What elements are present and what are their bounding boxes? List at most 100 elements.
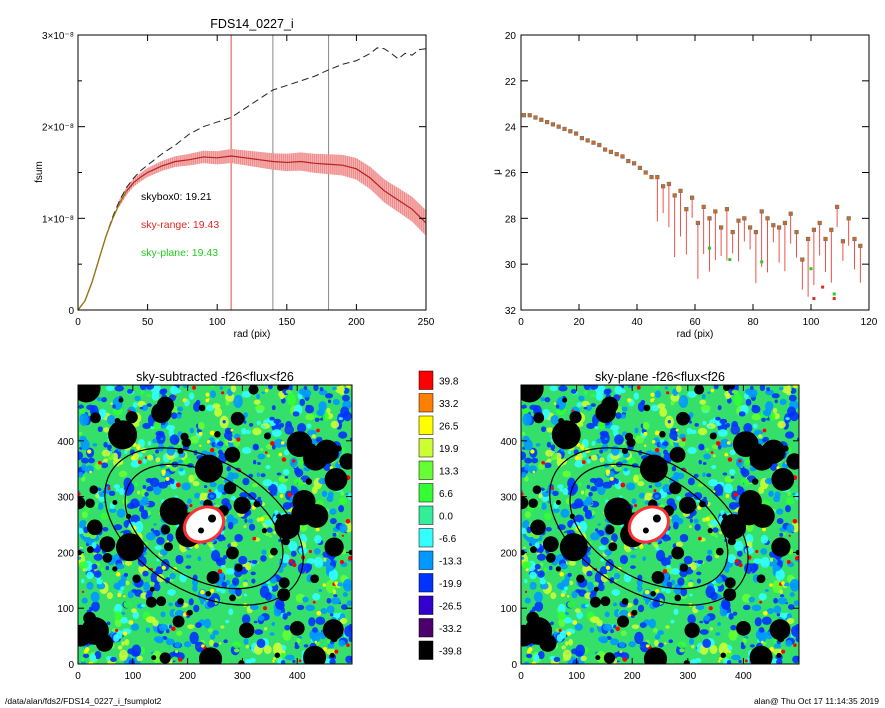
noise-blob (702, 420, 707, 426)
noise-blob (788, 394, 797, 402)
noise-blob (570, 502, 580, 510)
noise-blob (256, 638, 266, 649)
noise-blob (266, 527, 273, 533)
noise-blob (193, 604, 200, 613)
data-point (660, 184, 666, 189)
bright-pixel (733, 492, 739, 497)
data-point (637, 165, 642, 171)
noise-blob (264, 627, 268, 631)
noise-blob (244, 659, 252, 664)
noise-blob (727, 553, 737, 564)
bright-pixel (633, 503, 638, 508)
noise-blob (595, 391, 604, 401)
noise-blob (625, 482, 636, 491)
noise-blob (702, 517, 707, 523)
noise-blob (142, 458, 147, 464)
bright-pixel (85, 647, 90, 652)
noise-blob (559, 563, 568, 570)
noise-blob (707, 391, 711, 395)
noise-blob (652, 600, 660, 608)
noise-blob (168, 602, 173, 607)
noise-blob (203, 618, 212, 629)
bright-pixel (622, 657, 627, 662)
data-point (782, 220, 787, 226)
noise-blob (561, 448, 565, 452)
masked-source (643, 404, 651, 412)
noise-blob (81, 657, 85, 662)
bright-pixel (620, 482, 626, 488)
noise-blob (106, 415, 116, 425)
noise-blob (654, 390, 662, 399)
noise-blob (677, 577, 685, 586)
masked-source (159, 652, 171, 664)
noise-blob (78, 431, 83, 436)
noise-blob (266, 454, 271, 458)
bright-pixel (759, 600, 763, 604)
colorbar-swatch (418, 370, 434, 390)
noise-blob (730, 504, 734, 508)
sky-range-point (821, 285, 825, 289)
bright-pixel (322, 646, 328, 652)
masked-source (180, 432, 189, 441)
masked-source (163, 542, 174, 552)
noise-blob (133, 422, 140, 427)
bright-pixel (795, 555, 799, 561)
data-point (678, 188, 683, 193)
masked-source (631, 609, 638, 616)
bright-pixel (78, 492, 81, 496)
noise-blob (217, 441, 224, 447)
noise-blob (230, 541, 238, 548)
data-point (747, 225, 753, 230)
colorbar-swatch (418, 393, 434, 413)
masked-source (289, 620, 305, 636)
noise-blob (260, 473, 266, 478)
noise-blob (290, 550, 297, 557)
noise-blob (142, 484, 147, 490)
noise-blob (765, 401, 774, 412)
noise-blob (679, 648, 685, 653)
noise-blob (253, 620, 258, 624)
data-point (573, 131, 579, 136)
noise-blob (333, 594, 338, 598)
sky-ellipse-inner (124, 463, 284, 590)
noise-blob (119, 487, 125, 496)
x-tick-label: 80 (747, 317, 759, 328)
noise-blob (524, 457, 533, 464)
noise-blob (181, 482, 191, 491)
noise-blob (597, 583, 605, 592)
noise-blob (613, 624, 617, 629)
noise-blob (166, 445, 176, 456)
noise-blob (578, 521, 588, 533)
noise-blob (567, 601, 575, 608)
x-tick-label: 100 (803, 317, 820, 328)
noise-blob (225, 393, 235, 402)
noise-blob (621, 406, 628, 412)
noise-blob (761, 616, 772, 625)
noise-blob (525, 653, 533, 659)
noise-blob (175, 554, 184, 565)
noise-blob (535, 443, 541, 447)
noise-blob (583, 646, 589, 654)
noise-blob (687, 446, 697, 455)
noise-blob (209, 390, 217, 399)
noise-blob (597, 523, 601, 526)
masked-source (776, 652, 782, 658)
noise-blob (131, 644, 142, 657)
noise-blob (783, 582, 790, 587)
noise-blob (344, 625, 352, 637)
noise-blob (195, 399, 201, 405)
masked-source (314, 439, 339, 464)
noise-blob (633, 598, 639, 606)
noise-blob (327, 643, 335, 649)
masked-source (551, 420, 581, 450)
noise-blob (186, 498, 192, 505)
noise-blob (292, 411, 300, 417)
noise-blob (543, 512, 552, 521)
noise-blob (717, 621, 721, 627)
noise-blob (609, 638, 620, 646)
noise-blob (261, 391, 265, 395)
noise-blob (298, 459, 304, 466)
data-point (753, 229, 758, 235)
noise-blob (589, 627, 595, 633)
noise-blob (631, 624, 640, 629)
